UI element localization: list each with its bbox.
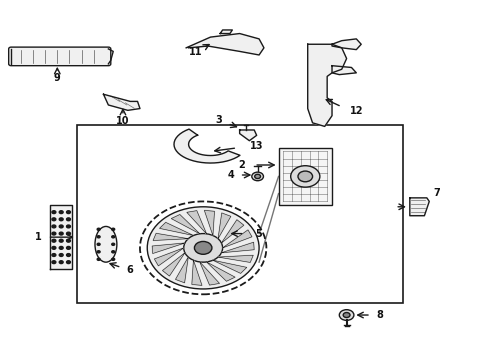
Circle shape	[290, 166, 319, 187]
Circle shape	[66, 247, 70, 249]
Polygon shape	[409, 198, 428, 216]
Circle shape	[52, 247, 56, 249]
Circle shape	[59, 253, 63, 256]
Polygon shape	[174, 129, 240, 163]
Circle shape	[97, 258, 100, 260]
Circle shape	[52, 253, 56, 256]
Text: 5: 5	[255, 229, 262, 239]
Circle shape	[59, 247, 63, 249]
Circle shape	[343, 312, 349, 318]
Polygon shape	[212, 260, 246, 273]
Circle shape	[97, 228, 100, 230]
Text: 10: 10	[116, 116, 129, 126]
Bar	[77, 125, 402, 303]
Circle shape	[59, 225, 63, 228]
Circle shape	[112, 258, 115, 260]
Circle shape	[66, 211, 70, 213]
Text: 2: 2	[238, 160, 245, 170]
Polygon shape	[191, 260, 202, 285]
Polygon shape	[220, 30, 232, 33]
Polygon shape	[307, 44, 346, 126]
Polygon shape	[206, 262, 235, 281]
Circle shape	[66, 253, 70, 256]
Circle shape	[59, 218, 63, 221]
Polygon shape	[221, 220, 244, 243]
Circle shape	[59, 239, 63, 242]
Polygon shape	[103, 94, 140, 111]
Circle shape	[254, 174, 260, 179]
Circle shape	[66, 225, 70, 228]
Text: 11: 11	[189, 47, 202, 57]
Polygon shape	[239, 130, 256, 141]
Circle shape	[52, 218, 56, 221]
Polygon shape	[171, 215, 200, 234]
Circle shape	[66, 261, 70, 264]
Circle shape	[97, 251, 100, 253]
Polygon shape	[186, 211, 206, 234]
Circle shape	[112, 243, 115, 246]
Text: 7: 7	[432, 188, 439, 198]
Circle shape	[112, 236, 115, 238]
Circle shape	[147, 207, 259, 289]
Polygon shape	[162, 253, 184, 276]
Polygon shape	[331, 39, 361, 50]
Polygon shape	[175, 257, 188, 283]
Polygon shape	[153, 233, 188, 240]
Polygon shape	[218, 213, 230, 239]
Polygon shape	[186, 33, 264, 55]
Circle shape	[52, 225, 56, 228]
Circle shape	[251, 172, 263, 181]
Text: 3: 3	[215, 115, 222, 125]
Circle shape	[112, 228, 115, 230]
Text: 9: 9	[54, 73, 61, 83]
Text: 12: 12	[349, 106, 362, 116]
Polygon shape	[204, 210, 214, 235]
Polygon shape	[218, 255, 253, 262]
Polygon shape	[159, 222, 193, 235]
Circle shape	[66, 232, 70, 235]
Circle shape	[194, 242, 211, 254]
Circle shape	[66, 239, 70, 242]
Polygon shape	[154, 248, 183, 266]
Circle shape	[52, 232, 56, 235]
Polygon shape	[331, 66, 356, 75]
Text: 6: 6	[125, 265, 132, 275]
Circle shape	[97, 243, 100, 246]
Circle shape	[297, 171, 312, 182]
Circle shape	[59, 232, 63, 235]
Text: 1: 1	[35, 232, 41, 242]
Polygon shape	[222, 230, 251, 248]
Polygon shape	[221, 242, 254, 253]
Circle shape	[66, 218, 70, 221]
Circle shape	[112, 251, 115, 253]
FancyBboxPatch shape	[9, 47, 111, 66]
Bar	[278, 148, 331, 205]
Circle shape	[97, 236, 100, 238]
Circle shape	[52, 211, 56, 213]
Circle shape	[339, 310, 353, 320]
Ellipse shape	[95, 226, 117, 262]
Text: 8: 8	[375, 310, 382, 320]
Polygon shape	[152, 243, 184, 253]
Polygon shape	[50, 205, 72, 269]
Text: 13: 13	[249, 141, 263, 151]
Text: 4: 4	[227, 170, 234, 180]
Circle shape	[52, 239, 56, 242]
Circle shape	[59, 261, 63, 264]
Circle shape	[183, 234, 222, 262]
Circle shape	[59, 211, 63, 213]
Polygon shape	[200, 262, 219, 285]
Circle shape	[52, 261, 56, 264]
